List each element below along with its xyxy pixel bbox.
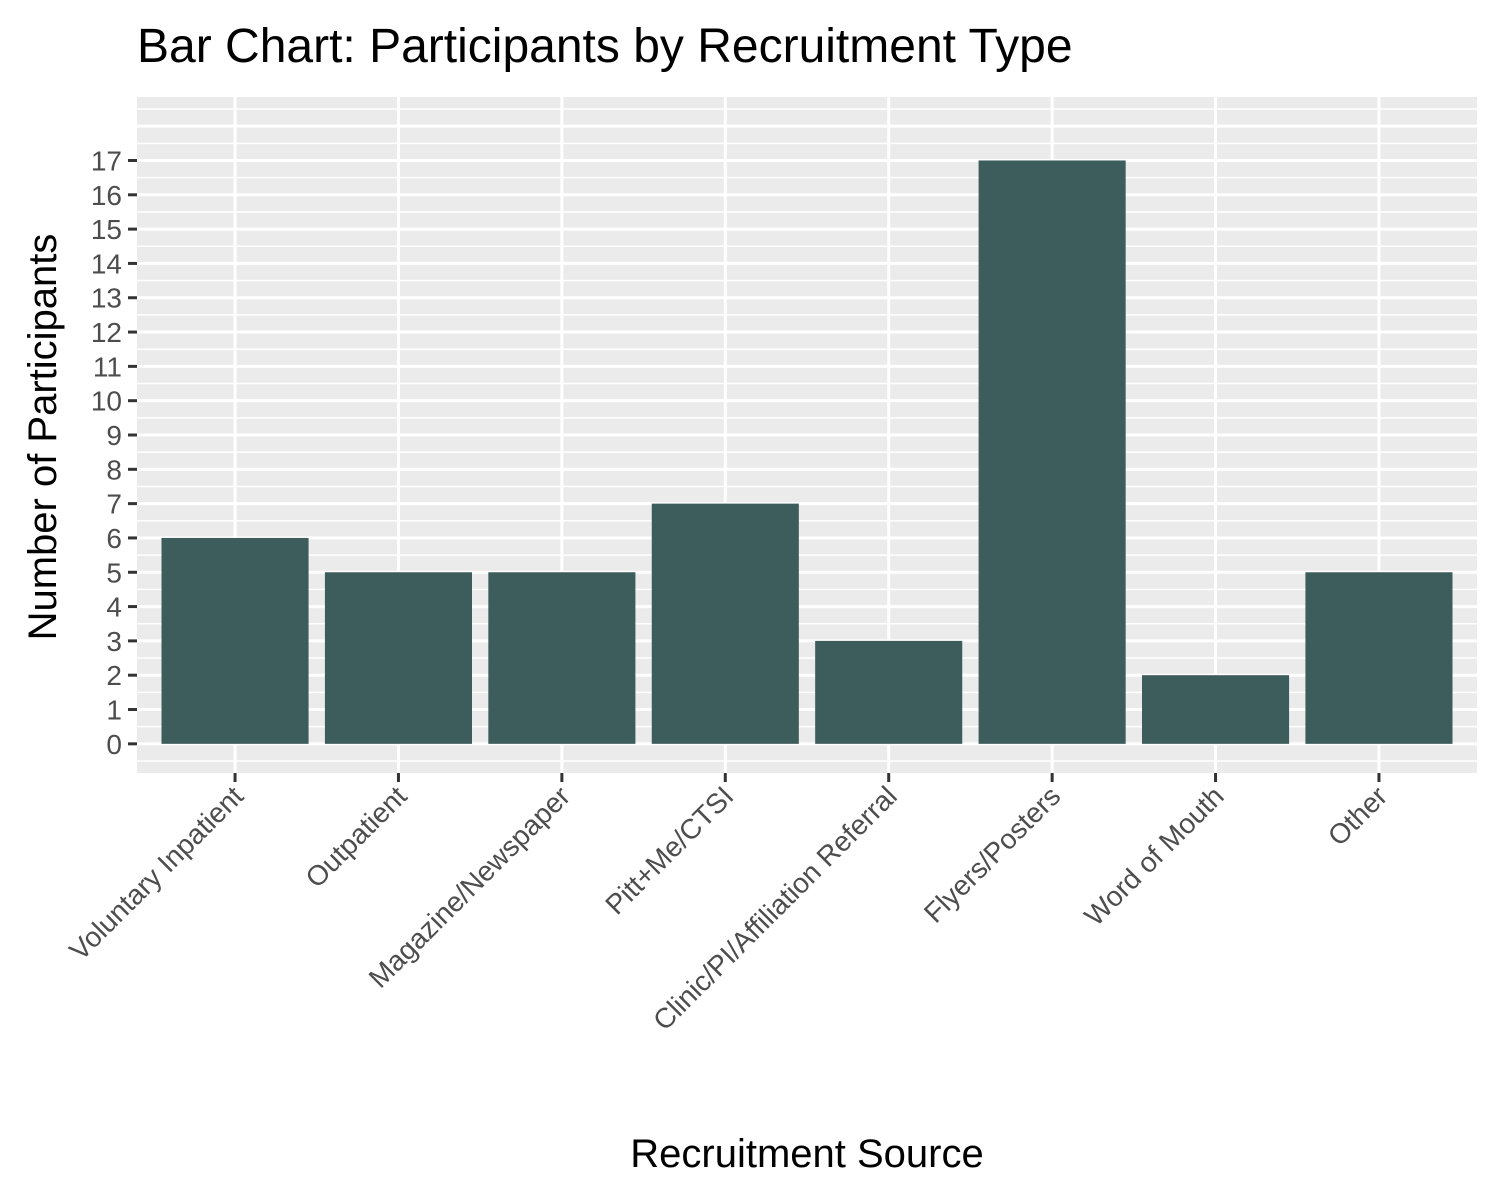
x-tick-label: Voluntary Inpatient	[63, 780, 249, 966]
bars	[161, 160, 1453, 744]
y-tick-label: 13	[91, 283, 122, 314]
bar	[488, 572, 636, 744]
x-axis-title: Recruitment Source	[630, 1132, 983, 1176]
bar	[1305, 572, 1453, 744]
y-tick-label: 17	[91, 145, 122, 176]
y-axis-title: Number of Participants	[21, 234, 65, 641]
y-tick-label: 15	[91, 214, 122, 245]
bar	[1142, 675, 1290, 744]
y-tick-label: 10	[91, 386, 122, 417]
x-tick-label: Other	[1322, 780, 1393, 851]
bar	[161, 537, 309, 744]
x-tick-label: Pitt+Me/CTSI	[599, 780, 739, 920]
y-tick-label: 4	[106, 592, 122, 623]
bar	[651, 503, 799, 744]
y-tick-label: 3	[106, 626, 122, 657]
y-tick-label: 2	[106, 660, 122, 691]
y-tick-label: 8	[106, 454, 122, 485]
y-tick-label: 0	[106, 729, 122, 760]
x-axis: Voluntary Inpatient OutpatientMagazine/Ne…	[63, 773, 1393, 1036]
y-tick-label: 7	[106, 489, 122, 520]
y-tick-label: 16	[91, 180, 122, 211]
x-tick-label: Word of Mouth	[1078, 780, 1229, 931]
y-tick-label: 6	[106, 523, 122, 554]
y-tick-label: 1	[106, 695, 122, 726]
x-tick-label: Outpatient	[299, 780, 412, 893]
chart-title: Bar Chart: Participants by Recruitment T…	[137, 20, 1073, 73]
y-tick-label: 11	[93, 351, 122, 382]
bar	[815, 640, 963, 744]
bar	[978, 160, 1126, 744]
y-tick-label: 9	[106, 420, 122, 451]
y-tick-label: 12	[91, 317, 122, 348]
y-tick-label: 5	[106, 557, 122, 588]
y-tick-label: 14	[91, 248, 122, 279]
x-tick-label: Flyers/Posters	[918, 780, 1066, 928]
bar	[324, 572, 472, 744]
